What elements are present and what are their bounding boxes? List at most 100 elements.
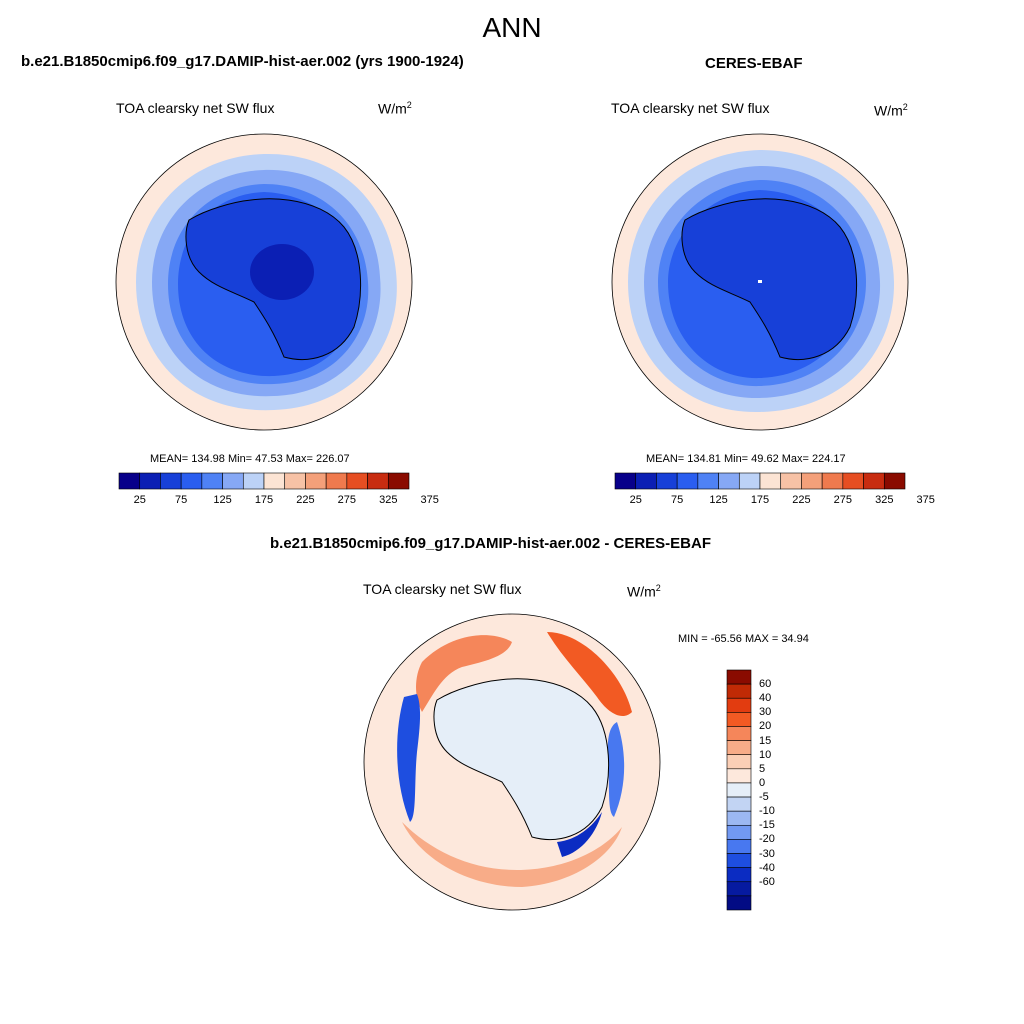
colorbar-swatch [780, 472, 802, 490]
colorbar-tick-label: 225 [792, 494, 811, 506]
colorbar-swatch [726, 669, 752, 685]
colorbar-swatch [863, 472, 885, 490]
colorbar-tick-label: 175 [254, 494, 274, 506]
negative-band-west [397, 694, 421, 822]
colorbar-swatch [801, 472, 823, 490]
positive-anomaly-ne [547, 632, 632, 717]
colorbar-swatch [726, 824, 752, 840]
colorbar-swatch [726, 853, 752, 868]
colorbar-swatch [284, 472, 306, 490]
colorbar-tick-label: 325 [379, 494, 398, 506]
colorbar-swatch [160, 472, 182, 490]
antarctica-ice-sheet [682, 198, 857, 360]
colorbar-tick-label: 25 [133, 494, 146, 506]
colorbar-swatch [842, 472, 864, 490]
positive-anomaly-nw [416, 635, 512, 712]
colorbar-tick-label: 375 [420, 494, 439, 506]
missing-data-spot [758, 280, 762, 283]
colorbar-swatch [180, 472, 203, 490]
coastline [185, 198, 361, 360]
negative-band-east [607, 722, 625, 817]
colorbar-swatch [118, 472, 141, 490]
colorbar-tick-label: 0 [759, 776, 766, 789]
colorbar-tick-label: 75 [175, 494, 188, 506]
colorbar-tick-label: -20 [759, 833, 775, 846]
colorbar-tick-label: 5 [759, 762, 766, 775]
colorbar-swatch [726, 867, 752, 883]
obs-units: W/m2 [874, 102, 908, 119]
negative-band-south [557, 812, 602, 857]
colorbar-tick-label: -5 [759, 791, 769, 804]
colorbar-tick-label: -15 [759, 819, 775, 832]
colorbar-swatch [726, 740, 752, 756]
colorbar-swatch [726, 726, 752, 741]
obs-stats: MEAN= 134.81 Min= 49.62 Max= 224.17 [646, 453, 846, 465]
colorbar-tick-label: -60 [759, 875, 775, 888]
diff-variable-name: TOA clearsky net SW flux [363, 581, 522, 597]
colorbar-swatch [726, 754, 752, 770]
colorbar-swatch [726, 768, 752, 784]
colorbar-tick-label: 275 [337, 494, 357, 506]
model-stats: MEAN= 134.98 Min= 47.53 Max= 226.07 [150, 453, 350, 465]
colorbar-swatch [305, 472, 327, 490]
colorbar-swatch [883, 472, 906, 490]
colorbar-swatch [263, 472, 286, 490]
colorbar-swatch [726, 895, 752, 911]
colorbar-tick-label: 75 [671, 494, 684, 506]
antarctica-diff-zone [434, 678, 609, 840]
model-variable-name: TOA clearsky net SW flux [116, 100, 275, 116]
diff-colorbar [726, 669, 752, 911]
colorbar-swatch [346, 472, 368, 490]
colorbar-swatch [614, 472, 637, 490]
colorbar-swatch [242, 472, 265, 490]
colorbar-swatch [201, 472, 223, 490]
diff-units: W/m2 [627, 583, 661, 600]
colorbar-swatch [676, 472, 699, 490]
model-colorbar [118, 472, 410, 490]
colorbar-swatch [222, 472, 244, 490]
colorbar-tick-label: 10 [759, 748, 772, 761]
colorbar-swatch [726, 712, 752, 727]
colorbar-swatch [726, 697, 752, 713]
ice-plateau-core [250, 244, 314, 300]
colorbar-tick-label: 60 [759, 678, 772, 691]
obs-colorbar [614, 472, 906, 490]
colorbar-tick-label: 125 [213, 494, 232, 506]
colorbar-tick-label: 15 [759, 734, 772, 747]
colorbar-swatch [821, 472, 844, 490]
colorbar-swatch [726, 839, 752, 854]
obs-variable-name: TOA clearsky net SW flux [611, 100, 770, 116]
colorbar-tick-label: 175 [750, 494, 770, 506]
colorbar-swatch [635, 472, 657, 490]
model-units: W/m2 [378, 100, 412, 117]
diff-case-title: b.e21.B1850cmip6.f09_g17.DAMIP-hist-aer.… [270, 535, 711, 552]
colorbar-tick-label: 30 [759, 706, 772, 719]
coastline [681, 198, 857, 360]
colorbar-tick-label: 325 [875, 494, 894, 506]
colorbar-swatch [718, 472, 740, 490]
colorbar-swatch [726, 796, 752, 812]
colorbar-swatch [139, 472, 161, 490]
colorbar-swatch [759, 472, 782, 490]
colorbar-swatch [367, 472, 389, 490]
diff-stats: MIN = -65.56 MAX = 34.94 [678, 633, 809, 645]
colorbar-tick-label: 225 [296, 494, 315, 506]
colorbar-tick-label: 20 [759, 720, 772, 733]
colorbar-tick-label: -40 [759, 861, 775, 874]
coastline [433, 678, 609, 840]
colorbar-tick-label: 40 [759, 692, 772, 705]
colorbar-swatch [726, 782, 752, 798]
colorbar-tick-label: -30 [759, 847, 775, 860]
colorbar-tick-label: -10 [759, 805, 775, 818]
season-title: ANN [482, 12, 542, 43]
obs-polar-map [611, 133, 909, 431]
colorbar-swatch [738, 472, 761, 490]
obs-case-title: CERES-EBAF [705, 55, 803, 72]
colorbar-swatch [726, 810, 752, 826]
colorbar-tick-label: 375 [916, 494, 935, 506]
colorbar-tick-label: 125 [709, 494, 728, 506]
colorbar-swatch [726, 683, 752, 699]
colorbar-swatch [697, 472, 719, 490]
diff-polar-map [363, 613, 661, 911]
colorbar-tick-label: 275 [833, 494, 853, 506]
